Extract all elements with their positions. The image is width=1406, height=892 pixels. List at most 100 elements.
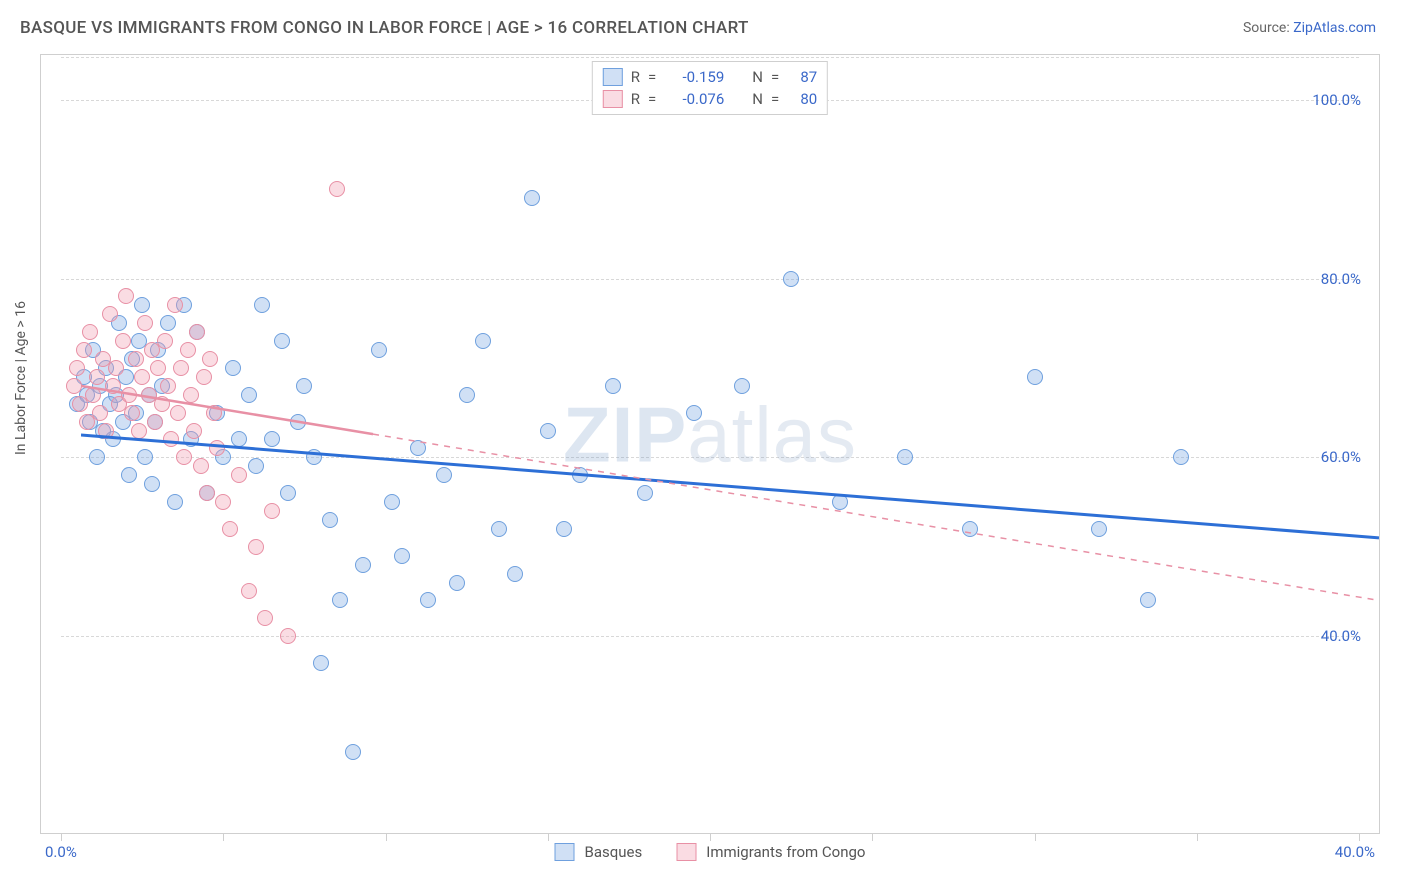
- point-basques: [231, 431, 247, 447]
- stat-N-label2: N: [752, 90, 763, 108]
- point-basques: [475, 333, 491, 349]
- source-attribution: Source: ZipAtlas.com: [1243, 20, 1376, 36]
- stats-legend: R = -0.159 N = 87 R = -0.076 N = 80: [592, 61, 828, 115]
- point-congo: [154, 396, 170, 412]
- point-basques: [306, 449, 322, 465]
- x-tick: [710, 833, 711, 841]
- stats-row-congo: R = -0.076 N = 80: [603, 88, 817, 110]
- point-basques: [296, 378, 312, 394]
- point-congo: [137, 315, 153, 331]
- point-congo: [257, 610, 273, 626]
- watermark: ZIPatlas: [563, 390, 857, 481]
- point-congo: [329, 181, 345, 197]
- point-congo: [173, 360, 189, 376]
- point-congo: [128, 351, 144, 367]
- point-congo: [66, 378, 82, 394]
- point-basques: [241, 387, 257, 403]
- point-basques: [686, 405, 702, 421]
- chart-title: BASQUE VS IMMIGRANTS FROM CONGO IN LABOR…: [20, 18, 749, 38]
- point-basques: [420, 592, 436, 608]
- point-congo: [121, 387, 137, 403]
- point-congo: [160, 378, 176, 394]
- point-basques: [167, 494, 183, 510]
- point-congo: [202, 351, 218, 367]
- legend-label-basques: Basques: [585, 843, 643, 861]
- point-congo: [189, 324, 205, 340]
- point-congo: [170, 405, 186, 421]
- watermark-atlas: atlas: [687, 391, 857, 479]
- point-congo: [193, 458, 209, 474]
- point-basques: [280, 485, 296, 501]
- point-congo: [124, 405, 140, 421]
- point-congo: [131, 423, 147, 439]
- x-tick: [61, 833, 62, 841]
- point-basques: [332, 592, 348, 608]
- point-congo: [241, 583, 257, 599]
- point-basques: [313, 655, 329, 671]
- point-basques: [540, 423, 556, 439]
- point-basques: [507, 566, 523, 582]
- point-basques: [962, 521, 978, 537]
- x-tick: [386, 833, 387, 841]
- stats-row-basques: R = -0.159 N = 87: [603, 66, 817, 88]
- x-axis-min-label: 0.0%: [45, 843, 77, 861]
- stat-R-label: R: [631, 68, 640, 86]
- point-congo: [157, 333, 173, 349]
- point-basques: [290, 414, 306, 430]
- stat-R-basques: -0.159: [664, 68, 724, 86]
- point-congo: [264, 503, 280, 519]
- point-congo: [85, 387, 101, 403]
- point-congo: [108, 360, 124, 376]
- point-basques: [734, 378, 750, 394]
- x-axis-max-label: 40.0%: [1335, 843, 1375, 861]
- point-basques: [134, 297, 150, 313]
- point-congo: [248, 539, 264, 555]
- stat-eq4: =: [771, 90, 779, 108]
- stat-N-congo: 80: [787, 90, 817, 108]
- point-congo: [147, 414, 163, 430]
- point-congo: [183, 387, 199, 403]
- point-basques: [274, 333, 290, 349]
- point-congo: [118, 288, 134, 304]
- point-basques: [355, 557, 371, 573]
- legend-swatch-basques: [555, 843, 575, 861]
- point-basques: [121, 467, 137, 483]
- x-tick: [1359, 833, 1360, 841]
- point-congo: [209, 440, 225, 456]
- legend-label-congo: Immigrants from Congo: [706, 843, 865, 861]
- trend-congo-dashed: [373, 434, 1379, 600]
- point-congo: [206, 405, 222, 421]
- point-congo: [134, 369, 150, 385]
- point-basques: [225, 360, 241, 376]
- x-tick: [223, 833, 224, 841]
- legend-swatch-congo: [676, 843, 696, 861]
- source-link[interactable]: ZipAtlas.com: [1293, 20, 1376, 36]
- swatch-congo: [603, 90, 623, 108]
- series-legend: Basques Immigrants from Congo: [555, 843, 866, 861]
- point-congo: [215, 494, 231, 510]
- point-basques: [783, 271, 799, 287]
- y-axis-label: In Labor Force | Age > 16: [13, 301, 29, 455]
- point-congo: [92, 405, 108, 421]
- stat-eq3: =: [648, 90, 656, 108]
- point-congo: [186, 423, 202, 439]
- stat-R-congo: -0.076: [664, 90, 724, 108]
- x-tick: [1197, 833, 1198, 841]
- point-basques: [1027, 369, 1043, 385]
- point-basques: [556, 521, 572, 537]
- point-basques: [572, 467, 588, 483]
- point-congo: [176, 449, 192, 465]
- point-basques: [436, 467, 452, 483]
- point-basques: [605, 378, 621, 394]
- point-congo: [82, 324, 98, 340]
- point-basques: [248, 458, 264, 474]
- point-congo: [150, 360, 166, 376]
- point-congo: [105, 378, 121, 394]
- swatch-basques: [603, 68, 623, 86]
- point-congo: [280, 628, 296, 644]
- point-basques: [897, 449, 913, 465]
- point-basques: [524, 190, 540, 206]
- point-congo: [102, 306, 118, 322]
- point-congo: [199, 485, 215, 501]
- point-congo: [89, 369, 105, 385]
